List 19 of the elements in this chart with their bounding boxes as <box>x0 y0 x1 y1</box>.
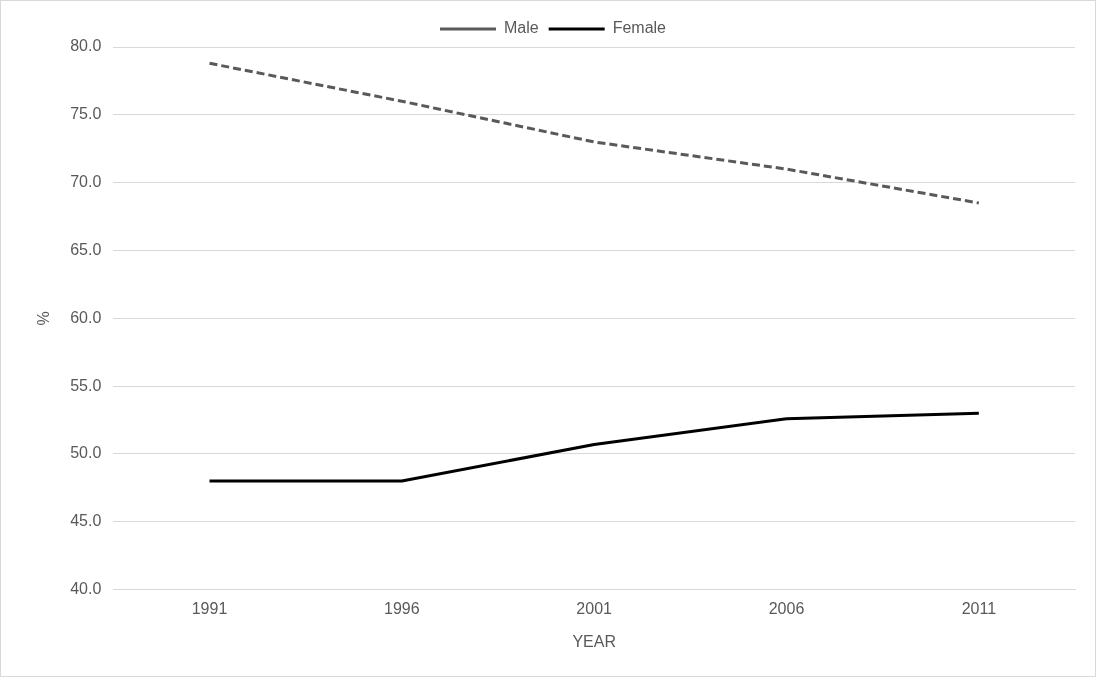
x-tick-label: 2006 <box>768 599 805 617</box>
y-tick-label: 50.0 <box>70 444 102 462</box>
x-axis-title: YEAR <box>572 632 616 650</box>
y-tick-label: 80.0 <box>70 37 102 55</box>
legend-label: Female <box>612 19 667 37</box>
x-tick-label: 2011 <box>961 599 997 617</box>
y-tick-label: 45.0 <box>70 512 102 530</box>
y-tick-label: 70.0 <box>70 173 102 191</box>
line-series <box>208 61 981 205</box>
x-tick-label: 2001 <box>576 599 613 617</box>
y-axis-title: % <box>35 311 53 326</box>
x-tick-label: 1996 <box>384 599 420 617</box>
legend-label: Male <box>503 19 539 37</box>
y-tick-label: 75.0 <box>70 105 102 123</box>
y-tick-label: 65.0 <box>70 240 102 258</box>
x-tick-label: 1991 <box>191 599 228 617</box>
y-tick-label: 55.0 <box>70 376 102 394</box>
y-tick-label: 60.0 <box>70 308 102 326</box>
y-tick-label: 40.0 <box>70 580 102 598</box>
